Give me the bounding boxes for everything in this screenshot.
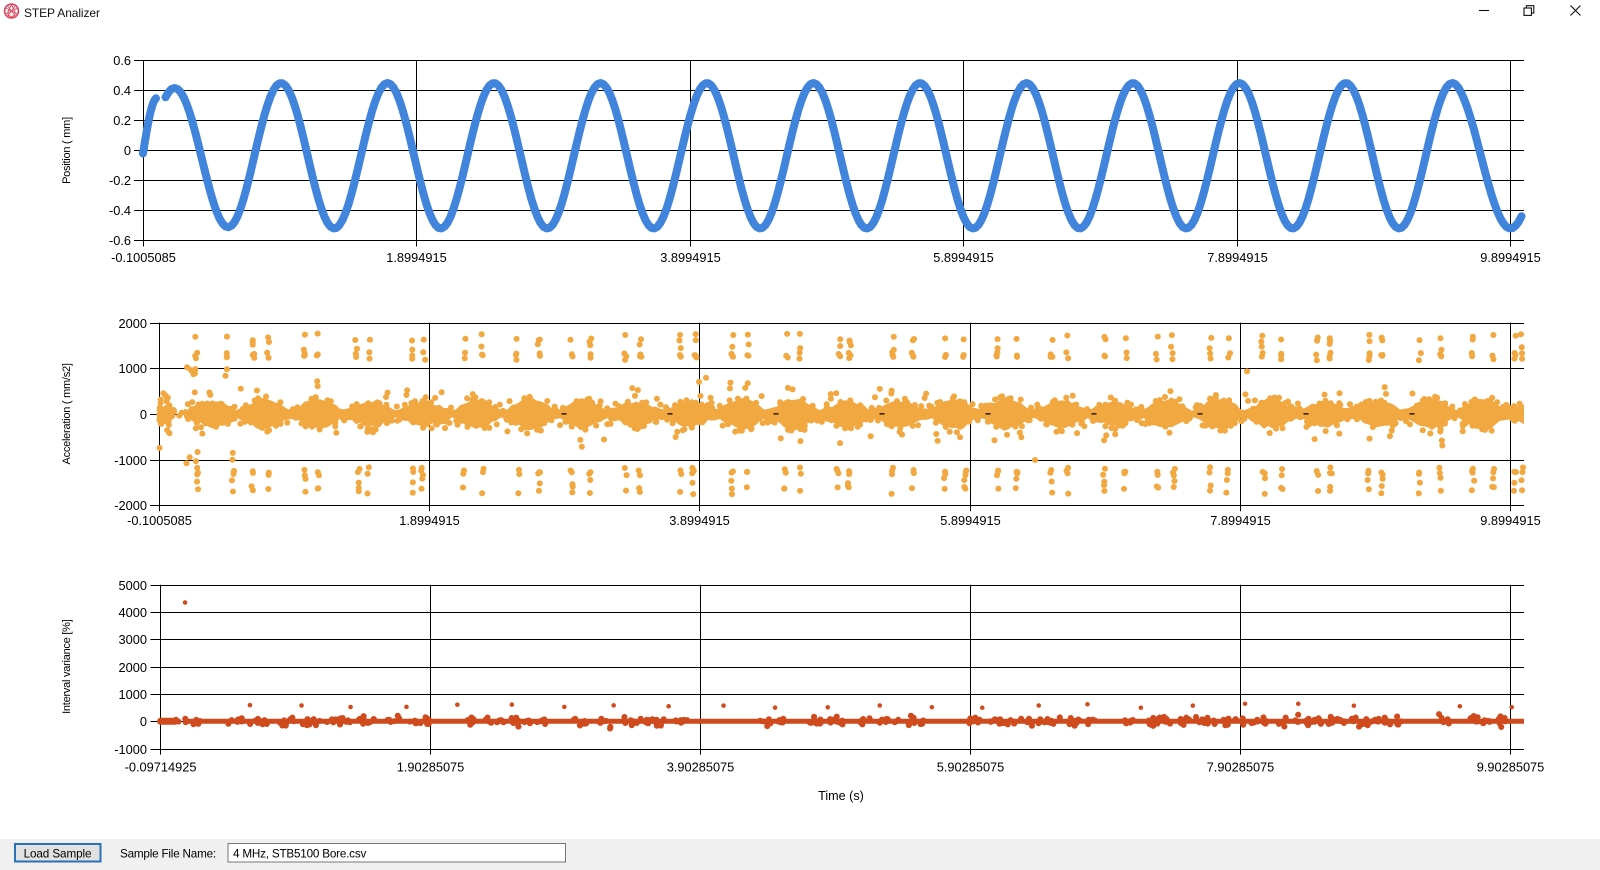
svg-text:1000: 1000 xyxy=(119,361,147,376)
svg-text:-2000: -2000 xyxy=(114,498,147,513)
svg-text:-0.1005085: -0.1005085 xyxy=(127,513,192,528)
svg-text:0.4: 0.4 xyxy=(113,83,131,98)
svg-text:Position ( mm]: Position ( mm] xyxy=(61,117,73,184)
svg-text:2000: 2000 xyxy=(119,316,147,331)
svg-text:-0.6: -0.6 xyxy=(109,233,131,248)
svg-text:3.90285075: 3.90285075 xyxy=(667,760,735,775)
svg-text:0: 0 xyxy=(124,143,131,158)
svg-text:Time (s): Time (s) xyxy=(818,789,864,803)
svg-text:0: 0 xyxy=(140,714,147,729)
svg-text:-0.09714925: -0.09714925 xyxy=(125,760,197,775)
svg-text:5.8994915: 5.8994915 xyxy=(933,250,994,265)
svg-text:4000: 4000 xyxy=(119,605,147,620)
svg-text:9.8994915: 9.8994915 xyxy=(1480,513,1541,528)
svg-text:Acceleration ( mm/s2]: Acceleration ( mm/s2] xyxy=(61,363,73,464)
svg-text:5.8994915: 5.8994915 xyxy=(940,513,1001,528)
svg-text:Interval variance [%]: Interval variance [%] xyxy=(61,619,73,714)
svg-text:Load Sample: Load Sample xyxy=(24,848,92,861)
svg-text:9.90285075: 9.90285075 xyxy=(1477,760,1545,775)
svg-text:-1000: -1000 xyxy=(114,742,147,757)
svg-text:1.8994915: 1.8994915 xyxy=(399,513,460,528)
svg-text:5.90285075: 5.90285075 xyxy=(937,760,1005,775)
svg-text:-0.2: -0.2 xyxy=(109,173,131,188)
svg-text:0.6: 0.6 xyxy=(113,53,131,68)
svg-text:1.90285075: 1.90285075 xyxy=(397,760,465,775)
svg-text:2000: 2000 xyxy=(119,660,147,675)
svg-text:Sample File Name:: Sample File Name: xyxy=(120,848,216,861)
svg-text:7.8994915: 7.8994915 xyxy=(1210,513,1271,528)
svg-text:0: 0 xyxy=(140,407,147,422)
svg-text:-1000: -1000 xyxy=(114,453,147,468)
svg-text:STEP Analizer: STEP Analizer xyxy=(24,6,100,20)
svg-text:3000: 3000 xyxy=(119,632,147,647)
svg-text:7.90285075: 7.90285075 xyxy=(1207,760,1275,775)
svg-text:0.2: 0.2 xyxy=(113,113,131,128)
svg-text:4 MHz, STB5100 Bore.csv: 4 MHz, STB5100 Bore.csv xyxy=(233,848,366,861)
svg-text:-0.1005085: -0.1005085 xyxy=(111,250,176,265)
svg-text:3.8994915: 3.8994915 xyxy=(669,513,730,528)
svg-text:1.8994915: 1.8994915 xyxy=(386,250,447,265)
svg-text:1000: 1000 xyxy=(119,687,147,702)
svg-text:7.8994915: 7.8994915 xyxy=(1207,250,1268,265)
svg-text:5000: 5000 xyxy=(119,578,147,593)
svg-text:3.8994915: 3.8994915 xyxy=(660,250,721,265)
svg-text:9.8994915: 9.8994915 xyxy=(1480,250,1541,265)
svg-text:-0.4: -0.4 xyxy=(109,203,131,218)
